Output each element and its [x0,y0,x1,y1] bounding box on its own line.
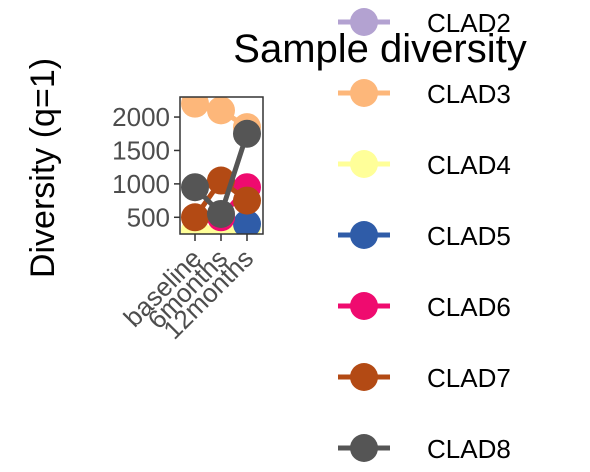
data-point-clad3-1 [207,97,235,125]
plot-area [179,96,264,235]
data-point-clad5-0 [233,209,261,234]
legend: CLAD2 CLAD3 CLAD4 CLAD5 CLAD6 CLAD7 CLAD8 [338,8,511,464]
y-tick-label: 2000 [112,102,170,132]
data-point-clad3-0 [181,97,209,118]
data-point-clad8-2 [233,119,261,148]
legend-key-point [350,221,378,249]
legend-item-clad4: CLAD4 [338,150,511,180]
data-point-clad7-2 [233,186,261,215]
plot-marks [181,97,261,234]
legend-item-clad3: CLAD3 [338,79,511,109]
data-point-clad8-0 [181,173,209,202]
data-point-clad7-0 [181,203,209,232]
y-axis-title: Diversity (q=1) [24,58,62,278]
y-tick-label: 1000 [112,169,170,199]
legend-key-point [350,8,378,36]
legend-key-point [350,150,378,178]
legend-label: CLAD8 [427,434,511,464]
legend-item-clad5: CLAD5 [338,221,511,251]
data-point-clad8-1 [207,199,235,228]
chart-title: Sample diversity [233,27,526,71]
legend-label: CLAD3 [427,79,511,109]
legend-item-clad8: CLAD8 [338,434,511,464]
y-tick-label: 500 [127,202,170,232]
legend-label: CLAD2 [427,8,511,38]
legend-item-clad7: CLAD7 [338,363,511,393]
legend-key-point [350,434,378,462]
legend-item-clad2: CLAD2 [338,8,511,38]
legend-key-point [350,363,378,391]
legend-label: CLAD4 [427,150,511,180]
legend-label: CLAD5 [427,221,511,251]
legend-item-clad6: CLAD6 [338,292,511,322]
legend-label: CLAD6 [427,292,511,322]
y-tick-label: 1500 [112,135,170,165]
legend-key-point [350,292,378,320]
legend-key-point [350,79,378,107]
legend-label: CLAD7 [427,363,511,393]
